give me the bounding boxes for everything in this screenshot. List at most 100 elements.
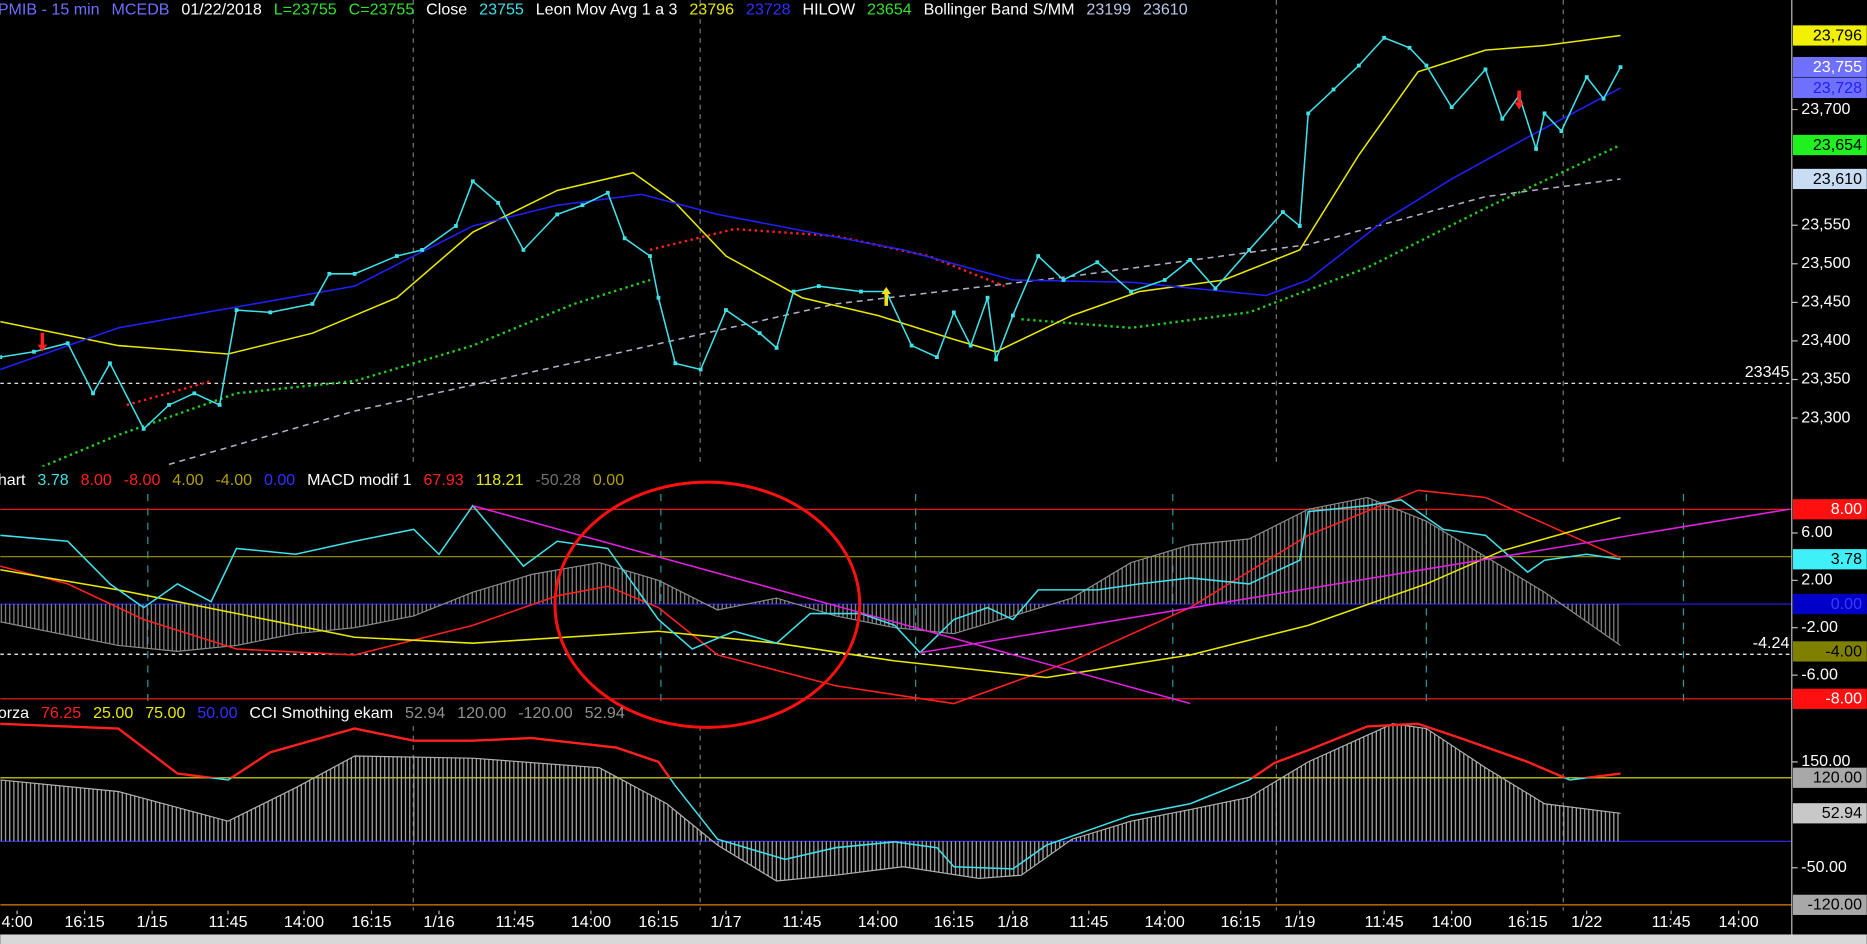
price-point xyxy=(394,254,399,258)
pane-header: hart 3.78 8.00 -8.00 4.00 -4.00 0.00 MACD modif… xyxy=(0,471,624,489)
x-tick-label: 14:00 xyxy=(284,913,324,931)
price-point xyxy=(310,301,315,306)
header-item: 01/22/2018 xyxy=(181,1,261,19)
header-item: 50.00 xyxy=(197,704,237,722)
value-box xyxy=(1792,56,1867,78)
x-tick-label: 14:00 xyxy=(1719,913,1759,931)
price-point xyxy=(1424,63,1429,68)
x-tick-label: 11:45 xyxy=(1652,913,1691,931)
header-item: orza xyxy=(0,704,29,722)
value-box xyxy=(1792,688,1867,709)
price-point xyxy=(1010,313,1015,318)
price-point xyxy=(1129,289,1133,294)
price-point xyxy=(1162,278,1167,282)
header-item: 0.00 xyxy=(593,471,624,489)
signal-arrow xyxy=(881,286,892,306)
header-item: 52.94 xyxy=(585,704,625,722)
price-point xyxy=(1061,278,1066,282)
x-tick-label: 16:15 xyxy=(1221,913,1261,931)
value-box-label: -8.00 xyxy=(1825,690,1862,708)
price-point xyxy=(605,190,610,195)
price-point xyxy=(774,345,779,350)
x-tick-label: 11:45 xyxy=(782,913,821,931)
header-item: 76.25 xyxy=(41,704,81,722)
price-point xyxy=(167,403,171,407)
histogram-fill xyxy=(0,497,1621,652)
value-box-label: 23,728 xyxy=(1813,79,1862,97)
value-box xyxy=(1792,549,1867,570)
series-line xyxy=(168,178,1621,466)
x-tick-label: 16:15 xyxy=(351,913,391,931)
price-point xyxy=(32,349,36,354)
price-point xyxy=(580,203,585,208)
price-point xyxy=(496,200,501,205)
series-line xyxy=(919,508,1790,654)
x-tick-label: 16:15 xyxy=(638,913,678,931)
header-item: -4.00 xyxy=(215,471,252,489)
price-point xyxy=(1559,129,1564,134)
value-box xyxy=(1792,25,1867,46)
value-box-label: 23,610 xyxy=(1813,170,1862,188)
value-box xyxy=(1792,593,1867,615)
value-box-label: 23,755 xyxy=(1813,58,1862,76)
value-box-label: 0.00 xyxy=(1831,595,1862,613)
header-item: -8.00 xyxy=(124,471,161,489)
x-tick-label: 11:45 xyxy=(1365,913,1404,931)
price-point xyxy=(65,341,70,346)
price-point xyxy=(791,289,796,294)
series-line xyxy=(0,36,1622,431)
x-tick-label: 1/18 xyxy=(997,913,1028,931)
x-tick-label: 11:45 xyxy=(495,913,534,931)
header-item: 75.00 xyxy=(145,704,185,722)
header-item: 23796 xyxy=(689,1,734,19)
y-tick-label: 23,500 xyxy=(1801,254,1850,272)
price-point xyxy=(1500,116,1505,121)
header-item: MACD modif 1 xyxy=(307,471,411,489)
series-line xyxy=(41,143,1621,467)
price-point xyxy=(656,295,661,300)
signal-arrow xyxy=(1514,90,1524,110)
header-item: Bollinger Band S/MM xyxy=(924,1,1075,19)
x-tick-label: 1/19 xyxy=(1284,913,1315,931)
price-point xyxy=(816,284,821,289)
price-point xyxy=(1036,254,1041,258)
header-item: 23610 xyxy=(1143,1,1188,19)
pane-header: PMIB - 15 min MCEDB 01/22/2018 L=23755 C=237… xyxy=(0,1,1188,19)
header-item: 25.00 xyxy=(93,704,133,722)
pane xyxy=(0,34,1792,467)
value-box xyxy=(1792,168,1867,190)
header-item: hart xyxy=(0,471,26,489)
header-item: 23728 xyxy=(746,1,791,19)
header-item: CCI Smothing ekam xyxy=(249,704,393,722)
value-box-label: -120.00 xyxy=(1808,896,1863,914)
price-point xyxy=(648,254,652,258)
series-line xyxy=(0,489,1621,705)
header-item: 23755 xyxy=(479,1,524,19)
price-point xyxy=(1483,67,1488,72)
price-point xyxy=(909,343,914,348)
price-point xyxy=(673,361,678,366)
pane-header: orza 76.25 25.00 75.00 50.00 CCI Smothing eka… xyxy=(0,704,625,722)
price-point xyxy=(141,426,146,431)
price-point xyxy=(470,179,475,184)
price-point xyxy=(935,355,939,360)
value-box-label: 120.00 xyxy=(1813,769,1862,787)
price-point xyxy=(724,308,728,312)
x-tick-label: 16:15 xyxy=(934,913,974,931)
y-tick-label: -2.00 xyxy=(1801,618,1838,636)
series-line-above xyxy=(0,722,1621,778)
value-box xyxy=(1792,641,1867,662)
price-point xyxy=(268,310,273,315)
y-tick-label: 23,400 xyxy=(1801,331,1850,349)
price-point xyxy=(1356,63,1361,68)
x-tick-label: 1/15 xyxy=(136,913,167,931)
price-point xyxy=(968,343,973,348)
price-point xyxy=(1297,224,1302,228)
y-tick-label: 23,700 xyxy=(1801,100,1850,118)
x-tick-label: 1/16 xyxy=(423,913,454,931)
price-point xyxy=(1601,96,1606,101)
header-item: HILOW xyxy=(802,1,855,19)
header-item: -120.00 xyxy=(518,704,573,722)
